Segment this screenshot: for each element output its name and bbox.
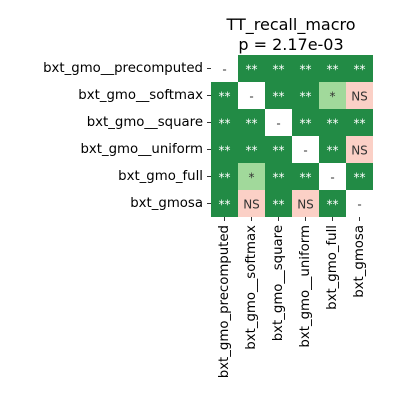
heatmap-grid: - ** ** ** ** **** - ** ** * NS** ** - ** ** **** ** ** - *… (211, 55, 373, 217)
heatmap-cell (265, 55, 292, 82)
row-labels: bxt_gmo__precomputed bxt_gmo__softmax bxt_… (43, 61, 211, 211)
heatmap-cell (292, 55, 319, 82)
cell-value-label: NS (351, 90, 368, 104)
x-tick-label: bxt_gmosa (352, 225, 367, 298)
heatmap-cell (211, 190, 238, 217)
heatmap-cell (238, 109, 265, 136)
cell-value-label: ** (219, 171, 231, 185)
heatmap-cell (265, 109, 292, 136)
heatmap-cell (211, 163, 238, 190)
heatmap-cell (238, 82, 265, 109)
cell-value-label: ** (273, 171, 285, 185)
heatmap-cell (319, 163, 346, 190)
heatmap-cell (292, 190, 319, 217)
cell-value-label: ** (219, 117, 231, 131)
heatmap-cell (265, 163, 292, 190)
heatmap-cell (292, 82, 319, 109)
cell-value-label: ** (300, 90, 312, 104)
heatmap-cell (238, 190, 265, 217)
heatmap-cell (319, 55, 346, 82)
heatmap-cell (346, 136, 373, 163)
y-tick-label: bxt_gmosa (130, 196, 203, 211)
cell-value-label: - (303, 144, 307, 158)
cell-value-label: * (330, 90, 336, 104)
heatmap-cell (319, 109, 346, 136)
cell-value-label: ** (327, 144, 339, 158)
x-tick-label: bxt_gmo__softmax (244, 225, 259, 350)
cell-value-label: - (249, 90, 253, 104)
y-tick-label: bxt_gmo__uniform (80, 142, 203, 157)
heatmap-cell (238, 163, 265, 190)
heatmap-cell (211, 109, 238, 136)
heatmap-cell (211, 136, 238, 163)
cell-value-label: ** (327, 63, 339, 77)
cell-value-label: ** (327, 198, 339, 212)
heatmap-cell (346, 163, 373, 190)
x-tick-label: bxt_gmo__square (271, 225, 286, 341)
cell-value-label: ** (246, 63, 258, 77)
cell-value-label: NS (351, 144, 368, 158)
heatmap-cell (238, 136, 265, 163)
cell-value-label: ** (300, 171, 312, 185)
cell-value-label: ** (354, 63, 366, 77)
heatmap-cell (265, 190, 292, 217)
heatmap-cell (319, 82, 346, 109)
cell-value-label: ** (219, 198, 231, 212)
y-tick-label: bxt_gmo__precomputed (43, 61, 203, 76)
heatmap-cell (346, 82, 373, 109)
cell-value-label: ** (246, 144, 258, 158)
cell-value-label: ** (273, 63, 285, 77)
heatmap-cell (265, 82, 292, 109)
x-tick-label: bxt_gmo_precomputed (217, 225, 232, 378)
heatmap-cell (211, 55, 238, 82)
col-labels: bxt_gmo_precomputed bxt_gmo__softmax bxt_g… (217, 217, 367, 378)
chart-subtitle: p = 2.17e-03 (238, 35, 343, 54)
cell-value-label: ** (300, 117, 312, 131)
cell-value-label: - (276, 117, 280, 131)
heatmap-cell (292, 163, 319, 190)
cell-value-label: ** (219, 90, 231, 104)
heatmap-cell (292, 136, 319, 163)
cell-value-label: ** (273, 198, 285, 212)
heatmap-cell (211, 82, 238, 109)
x-tick-label: bxt_gmo__uniform (298, 225, 313, 348)
cell-value-label: - (330, 171, 334, 185)
cell-value-label: ** (354, 171, 366, 185)
cell-value-label: - (222, 63, 226, 77)
cell-value-label: ** (354, 117, 366, 131)
heatmap-cell (319, 136, 346, 163)
heatmap-cell (346, 190, 373, 217)
y-tick-label: bxt_gmo_full (118, 169, 203, 184)
cell-value-label: NS (297, 198, 314, 212)
heatmap-cell (265, 136, 292, 163)
heatmap-cell (346, 109, 373, 136)
heatmap-cell (319, 190, 346, 217)
cell-value-label: ** (219, 144, 231, 158)
cell-value-label: ** (273, 144, 285, 158)
cell-value-label: * (249, 171, 255, 185)
chart-title: TT_recall_macro (225, 15, 355, 35)
cell-value-label: ** (273, 90, 285, 104)
heatmap-cell (238, 55, 265, 82)
heatmap-cell (292, 109, 319, 136)
y-tick-label: bxt_gmo__square (87, 115, 203, 130)
cell-value-label: - (357, 198, 361, 212)
heatmap-cell (346, 55, 373, 82)
y-tick-label: bxt_gmo__softmax (78, 88, 203, 103)
cell-value-label: ** (300, 63, 312, 77)
x-tick-label: bxt_gmo_full (325, 225, 340, 310)
cell-value-label: NS (243, 198, 260, 212)
cell-value-label: ** (246, 117, 258, 131)
cell-value-label: ** (327, 117, 339, 131)
